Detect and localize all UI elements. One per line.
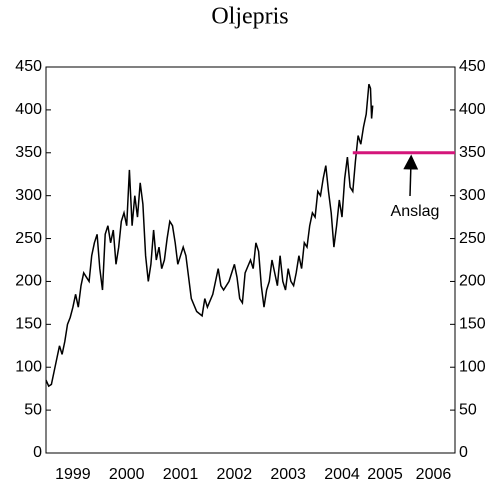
y-tick-label: 350 xyxy=(15,144,42,161)
y-tick-label: 400 xyxy=(15,101,42,118)
y2-tick-label: 400 xyxy=(459,101,486,118)
x-tick-label: 1999 xyxy=(55,466,91,483)
y-tick-label: 100 xyxy=(15,358,42,375)
x-tick-label: 2004 xyxy=(324,466,360,483)
y-tick-label: 50 xyxy=(24,401,42,418)
y2-tick-label: 50 xyxy=(459,401,477,418)
y2-tick-label: 0 xyxy=(459,444,468,461)
annotation-arrow xyxy=(403,154,419,197)
y2-tick-label: 350 xyxy=(459,144,486,161)
y-tick-label: 250 xyxy=(15,230,42,247)
y-tick-label: 450 xyxy=(15,58,42,75)
y-tick-label: 150 xyxy=(15,316,42,333)
line-series xyxy=(45,83,374,388)
chart-title: Oljepris xyxy=(211,4,288,30)
x-tick-label: 2006 xyxy=(416,466,452,483)
y2-tick-label: 150 xyxy=(459,316,486,333)
plot-frame xyxy=(45,66,456,454)
y2-tick-label: 100 xyxy=(459,358,486,375)
x-tick-label: 2003 xyxy=(270,466,306,483)
x-tick-label: 2005 xyxy=(367,466,403,483)
x-tick-label: 2001 xyxy=(163,466,199,483)
x-tick-label: 2002 xyxy=(217,466,253,483)
y-tick-label: 300 xyxy=(15,187,42,204)
y-tick-label: 0 xyxy=(33,444,42,461)
y2-tick-label: 250 xyxy=(459,230,486,247)
y2-tick-label: 300 xyxy=(459,187,486,204)
y-tick-label: 200 xyxy=(15,273,42,290)
y2-tick-label: 200 xyxy=(459,273,486,290)
annotation: Anslag xyxy=(391,203,440,220)
y2-tick-label: 450 xyxy=(459,58,486,75)
x-tick-label: 2000 xyxy=(109,466,145,483)
